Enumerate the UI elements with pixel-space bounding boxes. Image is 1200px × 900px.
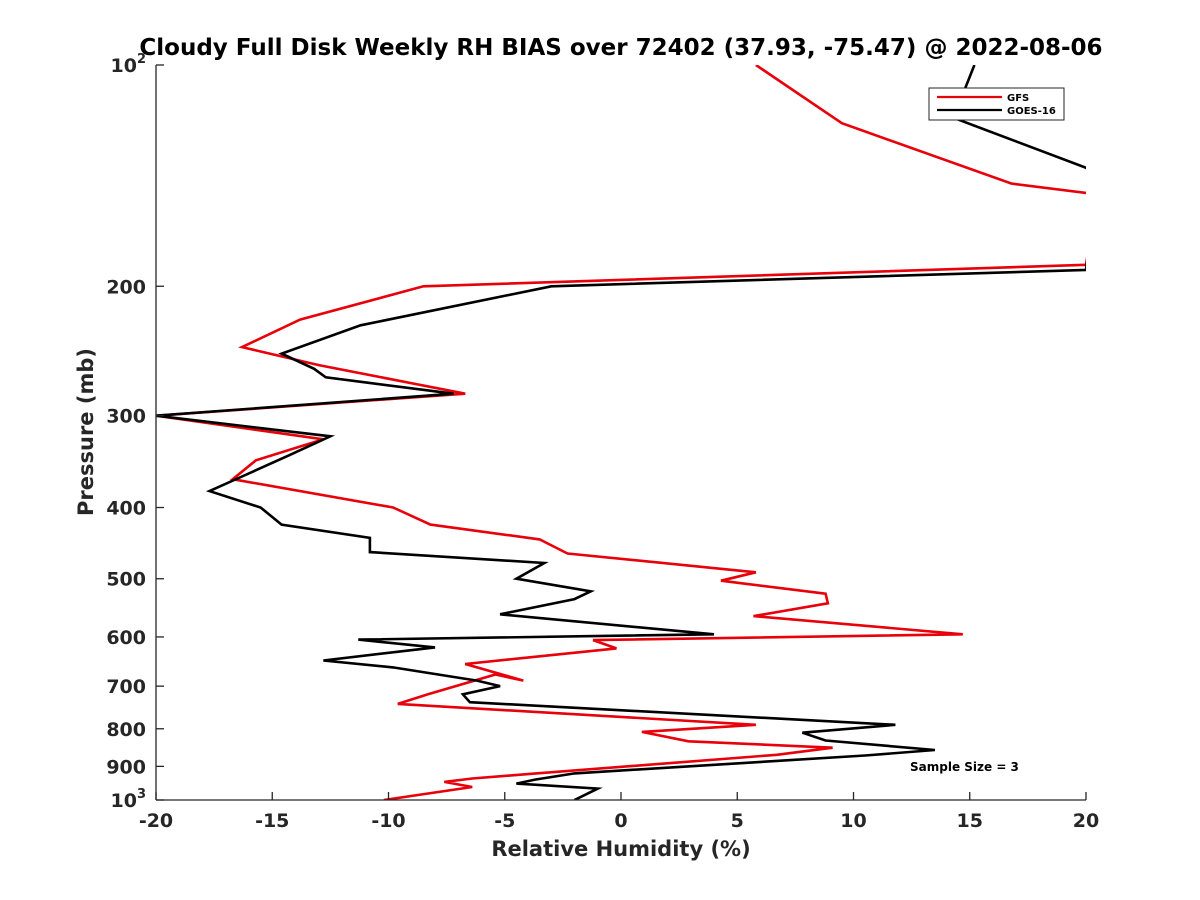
series-line-goes16 xyxy=(156,65,1086,800)
x-tick-label: -5 xyxy=(494,810,515,832)
x-tick-label: -20 xyxy=(139,810,173,832)
y-ticks: 102 200 300 400 500 600 700 800 900 103 xyxy=(106,52,164,812)
x-tick-label: 5 xyxy=(731,810,744,832)
x-ticks: -20 -15 -10 -5 0 5 10 15 20 xyxy=(139,792,1099,832)
y-tick-label: 200 xyxy=(106,276,146,298)
x-axis-label: Relative Humidity (%) xyxy=(491,837,750,861)
y-axis-label: Pressure (mb) xyxy=(74,348,98,516)
y-tick-label: 900 xyxy=(106,756,146,778)
x-tick-label: -10 xyxy=(371,810,405,832)
y-tick-label: 102 xyxy=(111,52,147,77)
legend: GFS GOES-16 xyxy=(928,87,1065,121)
series-line-gfs xyxy=(156,65,1086,800)
series-layer xyxy=(156,65,1086,800)
y-tick-label: 400 xyxy=(106,498,146,520)
y-tick-label: 300 xyxy=(106,406,146,428)
x-tick-label: -15 xyxy=(255,810,289,832)
legend-box xyxy=(928,87,1065,121)
y-tick-label: 500 xyxy=(106,569,146,591)
y-tick-label: 700 xyxy=(106,676,146,698)
y-tick-label: 600 xyxy=(106,627,146,649)
y-tick-label: 103 xyxy=(111,787,147,812)
x-tick-label: 10 xyxy=(840,810,866,832)
legend-label-goes16: GOES-16 xyxy=(1007,106,1056,117)
y-tick-label: 800 xyxy=(106,719,146,741)
legend-label-gfs: GFS xyxy=(1007,93,1029,104)
x-tick-label: 0 xyxy=(614,810,627,832)
x-tick-label: 15 xyxy=(957,810,983,832)
chart-title: Cloudy Full Disk Weekly RH BIAS over 724… xyxy=(139,35,1102,61)
x-tick-label: 20 xyxy=(1073,810,1099,832)
sample-size-annotation: Sample Size = 3 xyxy=(910,760,1019,774)
